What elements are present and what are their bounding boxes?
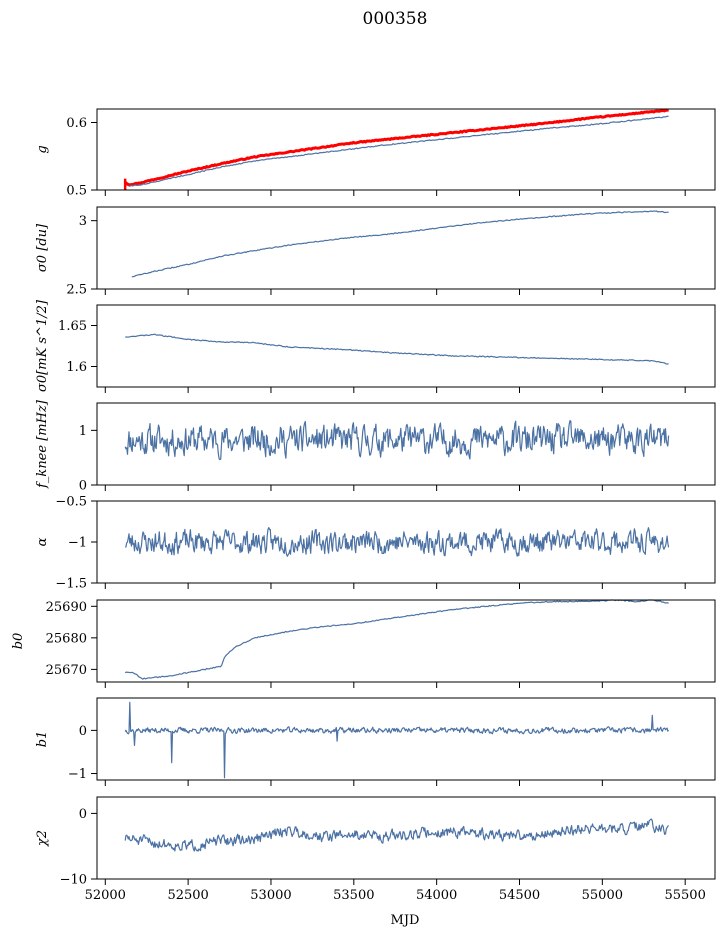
panel-frame-b1 bbox=[96, 697, 716, 781]
x-tick-label: 55500 bbox=[664, 888, 705, 903]
series-line-b0-0 bbox=[124, 599, 669, 680]
y-tick-label-fknee: 1 bbox=[79, 424, 87, 439]
series-line-fknee-0 bbox=[124, 420, 670, 461]
panel-sigma0_du: 2.5 3 σ0 [du] bbox=[35, 206, 716, 298]
y-tick-label-b1: 0 bbox=[79, 724, 87, 739]
y-tick-label-chi2: 0 bbox=[79, 807, 87, 822]
series-line-b1-0 bbox=[124, 701, 670, 779]
y-tick-label-b0: 25680 bbox=[46, 631, 87, 646]
y-axis-label-sigma0_du: σ0 [du] bbox=[35, 223, 50, 272]
series-line-chi2-0 bbox=[124, 818, 669, 852]
y-tick-label-alpha: −0.5 bbox=[55, 495, 87, 510]
y-tick-label-sigma0_du: 3 bbox=[79, 214, 87, 229]
y-axis-label-b0: b0 bbox=[11, 633, 26, 650]
y-tick-label-g: 0.5 bbox=[66, 184, 87, 199]
y-tick-label-sigma0_du: 2.5 bbox=[66, 283, 87, 298]
series-line-alpha-0 bbox=[125, 527, 670, 557]
series-line-g-0 bbox=[124, 108, 669, 187]
panel-frame-chi2 bbox=[96, 796, 716, 880]
figure-title: 000358 bbox=[363, 9, 428, 29]
panel-frame-sigma0_du bbox=[96, 206, 716, 290]
x-tick-label: 54000 bbox=[416, 888, 457, 903]
y-tick-label-g: 0.6 bbox=[66, 116, 87, 131]
x-tick-label: 52000 bbox=[85, 888, 126, 903]
panel-frame-b0 bbox=[96, 599, 716, 683]
series-line-sigma0_mK-0 bbox=[125, 333, 669, 365]
panel-fknee: 0 1 f_knee [mHz] bbox=[35, 399, 716, 494]
panel-chi2: −10 0 52000 52500 53000 53500 54000 54500 55000 5… bbox=[35, 796, 716, 903]
panels: 0.5 0.6 g 2.5 3 σ0 [du] 1.6 1.65 σ0[mK s^1/2] 0 1 f… bbox=[11, 108, 716, 903]
x-tick-label: 55000 bbox=[582, 888, 623, 903]
x-tick-label: 53500 bbox=[333, 888, 374, 903]
x-tick-label: 53000 bbox=[250, 888, 291, 903]
y-axis-label-alpha: α bbox=[35, 537, 50, 546]
x-tick-label: 52500 bbox=[167, 888, 208, 903]
panel-alpha: −1.5 −1 −0.5 α bbox=[35, 495, 716, 592]
y-tick-label-sigma0_mK: 1.6 bbox=[66, 360, 87, 375]
panel-frame-fknee bbox=[96, 402, 716, 486]
x-tick-label: 54500 bbox=[499, 888, 540, 903]
y-axis-label-g: g bbox=[35, 145, 50, 153]
series-line-sigma0_du-0 bbox=[131, 210, 669, 278]
y-tick-label-alpha: −1.5 bbox=[55, 577, 87, 592]
panel-frame-sigma0_mK bbox=[96, 304, 716, 388]
x-axis-label: MJD bbox=[391, 913, 420, 928]
panel-b0: 25670 25680 25690 b0 bbox=[11, 599, 716, 688]
y-tick-label-chi2: −10 bbox=[60, 873, 87, 888]
series-line-g-1 bbox=[128, 115, 669, 187]
panel-sigma0_mK: 1.6 1.65 σ0[mK s^1/2] bbox=[35, 299, 716, 393]
y-tick-label-b0: 25690 bbox=[46, 600, 87, 615]
panel-frame-g bbox=[96, 108, 716, 191]
panel-g: 0.5 0.6 g bbox=[35, 108, 716, 199]
y-tick-label-b1: −1 bbox=[68, 767, 87, 782]
y-tick-label-fknee: 0 bbox=[79, 479, 87, 494]
y-axis-label-sigma0_mK: σ0[mK s^1/2] bbox=[35, 299, 50, 392]
panel-b1: −1 0 b1 bbox=[35, 697, 716, 786]
y-axis-label-b1: b1 bbox=[35, 731, 50, 748]
y-axis-label-chi2: χ2 bbox=[35, 830, 50, 847]
y-tick-label-b0: 25670 bbox=[46, 663, 87, 678]
y-axis-label-fknee: f_knee [mHz] bbox=[35, 399, 50, 489]
y-tick-label-sigma0_mK: 1.65 bbox=[58, 319, 87, 334]
y-tick-label-alpha: −1 bbox=[68, 536, 87, 551]
